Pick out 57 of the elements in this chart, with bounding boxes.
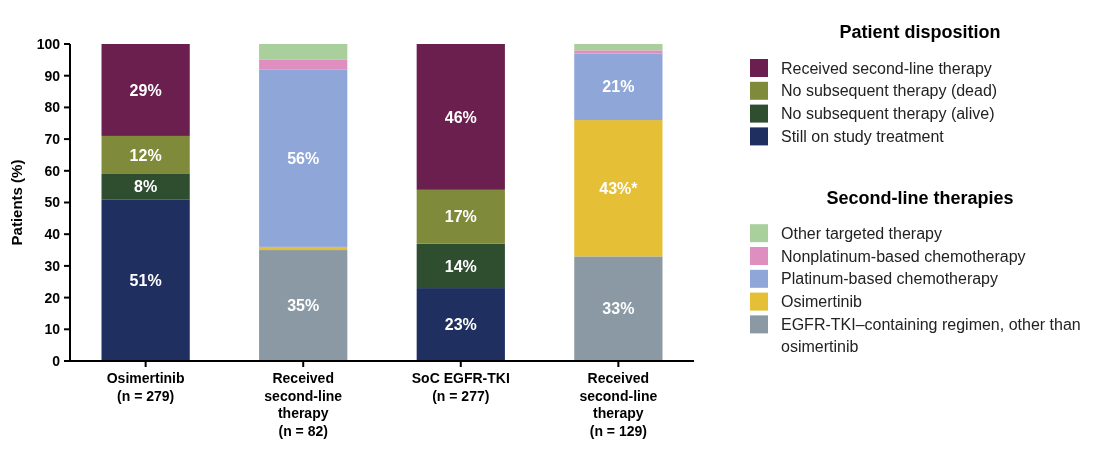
y-axis-title: Patients (%) bbox=[8, 159, 25, 246]
y-tick-label: 90 bbox=[44, 67, 61, 84]
bar bbox=[574, 53, 663, 121]
data-label: 29% bbox=[129, 81, 162, 99]
y-tick-label: 70 bbox=[44, 131, 61, 147]
bar bbox=[101, 135, 190, 174]
legend-label: EGFR-TKI–containing regimen, other than osimertinib bbox=[781, 316, 1081, 356]
y-tick-label: 30 bbox=[44, 257, 61, 274]
bar bbox=[574, 44, 663, 51]
data-label: 14% bbox=[444, 257, 477, 275]
bar bbox=[259, 59, 348, 70]
y-tick-label: 20 bbox=[44, 289, 61, 306]
bar bbox=[259, 246, 348, 251]
data-label: 46% bbox=[444, 108, 477, 126]
bar bbox=[416, 288, 505, 361]
legend-label: Platinum-based chemotherapy bbox=[781, 270, 999, 288]
bar bbox=[416, 243, 505, 289]
data-label: 23% bbox=[444, 316, 477, 334]
data-label: 43%* bbox=[599, 179, 639, 197]
legend-label: Nonplatinum-based chemotherapy bbox=[781, 247, 1026, 265]
x-tick-label: SoC EGFR-TKI (n = 277) bbox=[411, 370, 510, 404]
legend-label: Other targeted therapy bbox=[781, 224, 942, 242]
bar bbox=[101, 44, 190, 136]
y-tick-label: 0 bbox=[52, 352, 61, 369]
y-tick-label: 80 bbox=[44, 99, 61, 116]
bar bbox=[101, 199, 190, 361]
legend-label: Received second-line therapy bbox=[781, 59, 992, 77]
x-tick-label: Osimertinib (n = 279) bbox=[106, 370, 185, 404]
legend-label: Still on study treatment bbox=[781, 128, 945, 145]
y-tick-label: 100 bbox=[36, 35, 61, 52]
y-tick-label: 10 bbox=[44, 321, 61, 338]
y-tick-label: 50 bbox=[44, 194, 61, 211]
data-label: 21% bbox=[602, 78, 635, 96]
x-tick-label: Received second-line therapy (n = 82) bbox=[264, 370, 343, 439]
data-label: 8% bbox=[134, 178, 158, 196]
legend-label: Osimertinib bbox=[781, 293, 863, 311]
text: Second-line therapies bbox=[826, 187, 1014, 208]
bar bbox=[574, 50, 663, 54]
y-tick-label: 60 bbox=[44, 162, 61, 179]
bar bbox=[259, 44, 348, 60]
data-label: 17% bbox=[444, 208, 477, 226]
bar bbox=[574, 120, 663, 257]
bar bbox=[574, 256, 663, 361]
x-tick-label: Received second-line therapy (n = 129) bbox=[579, 370, 658, 439]
legend-title: Patient disposition bbox=[839, 22, 1001, 43]
bar bbox=[416, 44, 505, 190]
bar bbox=[416, 189, 505, 244]
bar bbox=[259, 69, 348, 247]
data-label: 33% bbox=[602, 300, 635, 318]
data-label: 12% bbox=[129, 146, 162, 164]
legend-label: No subsequent therapy (dead) bbox=[781, 82, 998, 100]
data-label: 51% bbox=[129, 271, 162, 289]
data-label: 35% bbox=[287, 297, 320, 315]
data-label: 56% bbox=[287, 149, 320, 167]
bar bbox=[259, 250, 348, 361]
legend-label: No subsequent therapy (alive) bbox=[781, 105, 995, 123]
y-tick-label: 40 bbox=[44, 226, 61, 243]
